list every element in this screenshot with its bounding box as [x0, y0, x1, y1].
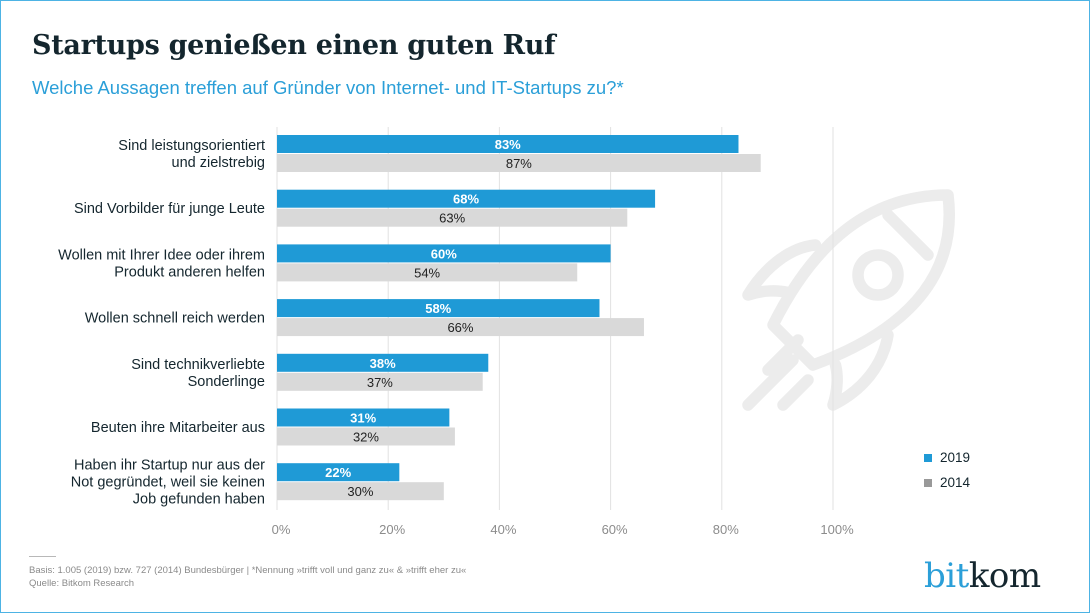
bar-value-label-2019: 22% — [325, 465, 351, 480]
chart-subtitle: Welche Aussagen treffen auf Gründer von … — [32, 77, 624, 98]
legend-item-2019: 2019 — [924, 450, 970, 465]
bitkom-logo: bitkom — [924, 556, 1041, 596]
bar-2014 — [277, 372, 483, 391]
category-label: Sind leistungsorientiert — [118, 138, 265, 154]
logo-part-kom: kom — [968, 556, 1041, 596]
category-label: Haben ihr Startup nur aus der — [74, 458, 265, 474]
bar-value-label-2019: 58% — [425, 301, 451, 316]
bar-value-label-2019: 68% — [453, 192, 479, 207]
bar-value-label-2014: 87% — [506, 156, 532, 171]
category-label: Not gegründet, weil sie keinen — [71, 475, 265, 491]
bar-2014 — [277, 318, 644, 337]
bar-2019 — [277, 189, 656, 208]
bar-2014 — [277, 263, 578, 282]
x-tick-label: 100% — [820, 522, 854, 537]
legend-swatch-2019 — [924, 453, 932, 462]
bar-value-label-2014: 32% — [353, 430, 379, 445]
category-label: Sind technikverliebte — [131, 357, 265, 373]
x-tick-label: 40% — [490, 522, 516, 537]
bar-2014 — [277, 154, 761, 172]
category-label: Beuten ihre Mitarbeiter aus — [91, 420, 265, 436]
footnote-source: Quelle: Bitkom Research — [29, 578, 135, 589]
bar-value-label-2014: 54% — [414, 265, 440, 280]
x-tick-label: 80% — [713, 522, 739, 537]
category-label: Sonderlinge — [188, 374, 265, 390]
logo-part-bit: bit — [924, 556, 969, 596]
legend-label-2014: 2014 — [940, 475, 971, 490]
bar-value-label-2014: 30% — [347, 484, 373, 499]
legend-label-2019: 2019 — [940, 450, 971, 465]
category-label: Sind Vorbilder für junge Leute — [74, 201, 265, 217]
footnote-divider — [29, 556, 56, 557]
bar-value-label-2019: 83% — [495, 137, 521, 152]
footnote-basis: Basis: 1.005 (2019) bzw. 727 (2014) Bund… — [29, 565, 467, 576]
category-label: und zielstrebig — [172, 155, 266, 171]
x-tick-label: 60% — [602, 522, 628, 537]
bar-2019 — [277, 135, 739, 153]
x-tick-label: 0% — [272, 522, 291, 537]
category-label: Wollen schnell reich werden — [85, 311, 265, 327]
bar-2014 — [277, 427, 455, 446]
bar-2019 — [277, 463, 400, 482]
bar-value-label-2019: 60% — [431, 246, 457, 261]
bar-value-label-2019: 31% — [350, 411, 376, 426]
x-tick-label: 20% — [379, 522, 405, 537]
category-label: Job gefunden haben — [133, 492, 265, 508]
legend-item-2014: 2014 — [924, 475, 970, 490]
chart-title: Startups genießen einen guten Ruf — [32, 30, 556, 61]
bar-2014 — [277, 208, 628, 227]
bar-value-label-2014: 66% — [447, 320, 473, 335]
rocket-icon — [742, 189, 955, 411]
category-label: Wollen mit Ihrer Idee oder ihrem — [58, 247, 265, 263]
category-label: Produkt anderen helfen — [114, 264, 265, 280]
bar-value-label-2014: 63% — [439, 211, 465, 226]
bar-value-label-2014: 37% — [367, 375, 393, 390]
bar-2019 — [277, 299, 600, 318]
bar-2019 — [277, 244, 611, 263]
bar-value-label-2019: 38% — [370, 356, 396, 371]
bar-2019 — [277, 353, 489, 372]
bar-2019 — [277, 408, 450, 427]
bar-2014 — [277, 482, 444, 501]
legend-swatch-2014 — [924, 478, 932, 487]
